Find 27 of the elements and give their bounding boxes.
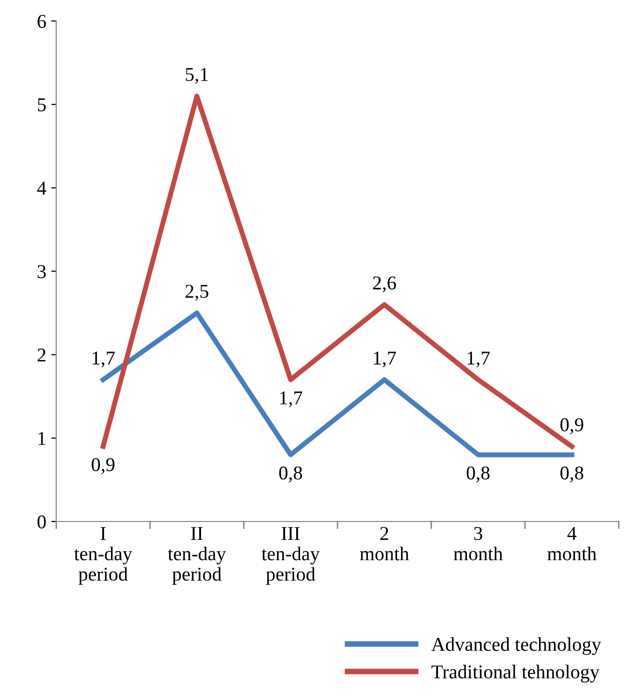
x-tick-label: 4 month bbox=[547, 527, 596, 560]
data-label: 0,8 bbox=[466, 466, 490, 482]
x-tick-label: 2 month bbox=[360, 526, 409, 560]
x-tick-label: 3 month bbox=[454, 526, 503, 560]
y-tick-label: 0 bbox=[38, 515, 46, 528]
data-label: 1,7 bbox=[374, 352, 396, 368]
data-label: 0,9 bbox=[560, 418, 584, 434]
legend-label: Advanced technology bbox=[431, 637, 602, 655]
data-label: 5,1 bbox=[186, 68, 208, 84]
data-label: 0,9 bbox=[92, 458, 114, 474]
x-tick-label: II ten-day period bbox=[168, 527, 226, 585]
legend-label: Traditional tehnology bbox=[432, 664, 600, 682]
data-label: 1,7 bbox=[468, 352, 490, 368]
y-tick-label: 6 bbox=[38, 14, 46, 28]
y-tick-label: 4 bbox=[37, 182, 46, 195]
y-tick-label: 2 bbox=[38, 348, 46, 362]
data-label: 2,5 bbox=[186, 284, 208, 301]
data-label: 0,8 bbox=[279, 466, 302, 482]
x-tick-label: I ten-day period bbox=[74, 527, 132, 585]
data-label: 1,7 bbox=[92, 352, 115, 368]
data-label: 2,6 bbox=[373, 276, 396, 292]
y-tick-label: 1 bbox=[38, 432, 46, 445]
y-tick-label: 3 bbox=[38, 265, 46, 278]
data-label: 0,8 bbox=[560, 466, 584, 482]
y-tick-label: 5 bbox=[38, 98, 46, 112]
data-label: 1,7 bbox=[280, 391, 302, 408]
x-tick-label: III ten-day period bbox=[262, 527, 320, 585]
